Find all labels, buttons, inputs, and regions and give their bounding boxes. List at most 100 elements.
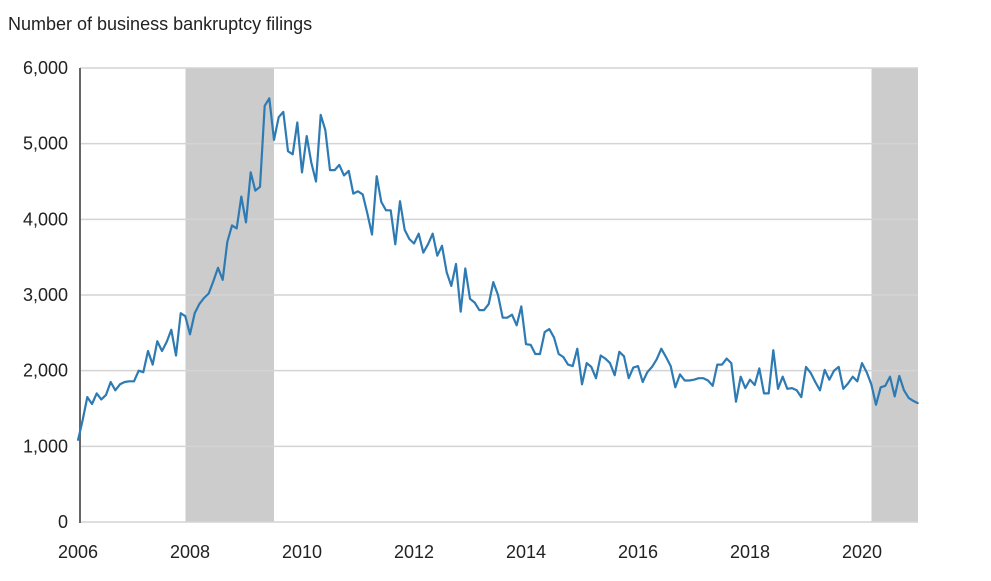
data-point [623,355,625,358]
data-point [618,350,621,353]
data-point [142,371,145,373]
data-point [660,347,663,350]
y-tick-label: 6,000 [23,58,68,78]
data-point [823,369,826,371]
data-point [86,396,89,398]
data-point [156,340,159,342]
data-point [641,381,644,383]
data-point [413,242,415,245]
data-point [389,209,392,212]
data-point [567,363,569,366]
data-point [884,385,887,387]
data-point [408,238,411,240]
data-point [753,384,756,386]
data-point [343,174,345,177]
data-point [581,383,583,386]
data-point [305,135,308,137]
data-point [674,386,677,389]
data-point [525,343,527,345]
data-point [375,175,378,178]
data-point [599,354,602,357]
data-point [917,402,919,405]
data-point [557,353,560,355]
data-point [483,309,485,311]
data-point [576,347,579,350]
data-point [814,381,817,383]
y-tick-label: 4,000 [23,209,68,229]
data-point [487,303,490,305]
data-point [338,164,341,166]
data-point [828,378,831,381]
data-point [329,169,331,171]
data-point [105,394,107,396]
x-tick-label: 2012 [394,542,434,562]
data-point [137,369,140,372]
data-point [707,379,709,382]
data-point [520,305,523,308]
data-point [217,266,219,269]
data-point [716,363,719,366]
data-point [296,121,299,124]
data-point [851,375,854,378]
data-point [506,316,509,319]
data-point [702,377,705,380]
data-point [777,388,779,390]
data-point [380,201,383,203]
data-point [133,380,135,383]
data-point [226,241,229,243]
data-point [693,378,695,381]
data-point [282,111,285,113]
data-point [590,366,593,368]
data-point [459,310,462,313]
data-point [842,388,845,390]
data-point [263,105,266,107]
data-point [301,171,303,174]
data-point [165,341,168,343]
data-point [422,251,425,254]
data-point [445,271,448,274]
data-point [91,403,93,405]
data-point [161,350,163,352]
data-point [170,329,173,331]
data-point [77,439,79,442]
data-point [235,227,238,230]
data-point [725,357,728,360]
data-point [450,285,453,287]
x-tick-label: 2016 [618,542,658,562]
y-tick-label: 2,000 [23,361,68,381]
data-point [417,232,420,235]
data-point [231,224,233,227]
data-point [198,303,201,305]
data-point [800,396,803,398]
data-point [609,362,611,364]
data-point [786,388,789,390]
data-point [441,245,443,247]
data-point [534,353,537,355]
data-point [352,192,355,195]
data-point [473,301,476,304]
data-point [179,312,182,314]
data-point [646,371,649,373]
data-point [436,254,439,257]
data-point [497,294,499,296]
data-point [889,375,891,378]
data-point [856,380,859,383]
data-point [721,363,723,366]
data-point [324,129,327,131]
y-tick-label: 1,000 [23,436,68,456]
data-point [739,375,742,378]
data-point [627,377,630,380]
data-point [837,366,840,368]
data-point [679,373,681,376]
data-point [240,195,243,198]
data-point [333,169,336,171]
data-point [254,189,257,192]
data-point [455,263,457,265]
data-point [655,358,658,361]
x-tick-label: 2010 [282,542,322,562]
data-point [562,356,565,358]
data-point [492,281,495,283]
data-point [805,366,807,368]
data-point [184,315,187,317]
